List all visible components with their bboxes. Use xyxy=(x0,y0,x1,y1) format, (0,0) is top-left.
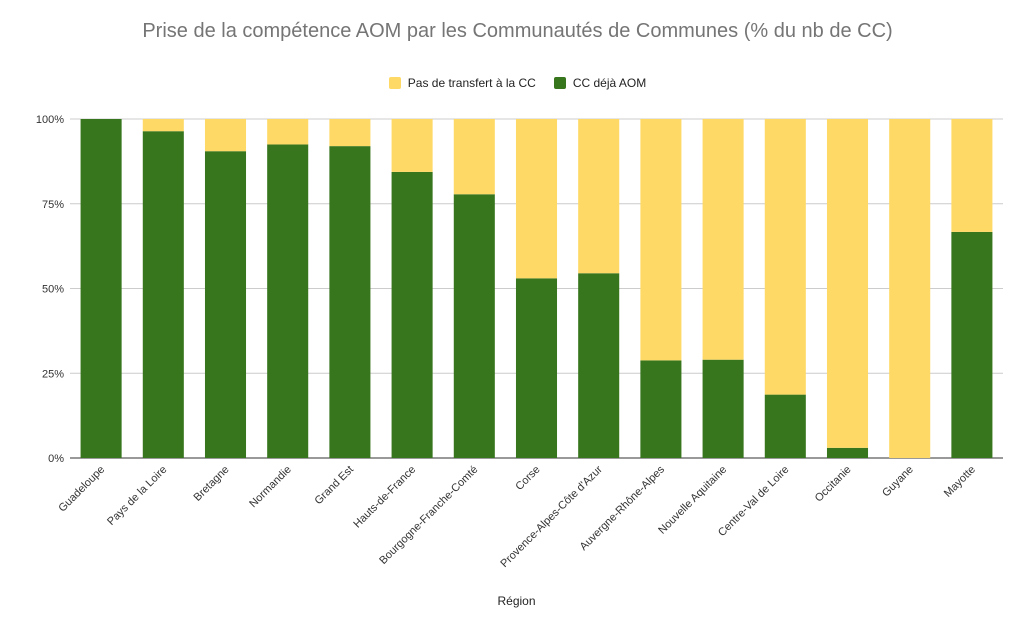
legend-item-aom: CC déjà AOM xyxy=(553,76,647,90)
y-tick-label: 50% xyxy=(42,284,64,296)
x-tick-label: Pays de la Loire xyxy=(105,464,169,528)
y-tick-label: 0% xyxy=(48,453,64,465)
x-tick-label: Normandie xyxy=(247,464,294,511)
bar-cc-aom xyxy=(204,151,247,458)
legend-swatch-no-transfer xyxy=(388,77,401,89)
x-tick-label: Provence-Alpes-Côte d'Azur xyxy=(498,463,605,570)
bar-no-transfer xyxy=(142,119,184,132)
bar-no-transfer xyxy=(889,119,931,458)
y-tick-label: 100% xyxy=(36,114,64,126)
legend: Pas de transfert à la CC CC déjà AOM xyxy=(0,76,1035,90)
bar-cc-aom xyxy=(142,131,184,459)
bar-cc-aom xyxy=(764,394,806,458)
bar-no-transfer xyxy=(267,119,309,145)
bar-cc-aom xyxy=(391,171,433,458)
x-tick-label: Grand Est xyxy=(313,464,357,508)
bar-no-transfer xyxy=(578,119,620,274)
bar-no-transfer xyxy=(329,119,371,147)
legend-item-no-transfer: Pas de transfert à la CC xyxy=(388,76,536,90)
bar-no-transfer xyxy=(640,119,682,361)
x-tick-label: Bourgogne-Franche-Comté xyxy=(377,464,480,567)
bar-cc-aom xyxy=(453,194,495,458)
bar-cc-aom xyxy=(515,278,558,458)
x-tick-label: Hauts-de-France xyxy=(351,464,418,531)
bar-no-transfer xyxy=(515,119,558,279)
x-tick-label: Centre-Val de Loire xyxy=(716,464,791,539)
x-tick-label: Guadeloupe xyxy=(56,464,107,515)
y-tick-label: 75% xyxy=(42,199,64,211)
bar-no-transfer xyxy=(951,119,993,232)
chart-title: Prise de la compétence AOM par les Commu… xyxy=(142,20,893,42)
bar-no-transfer xyxy=(764,119,806,395)
x-tick-label: Guyane xyxy=(880,464,916,500)
x-tick-label: Nouvelle Aquitaine xyxy=(656,464,729,537)
bar-cc-aom xyxy=(267,144,309,459)
x-tick-label: Corse xyxy=(513,464,542,493)
bar-no-transfer xyxy=(826,119,869,448)
legend-label-aom: CC déjà AOM xyxy=(572,76,647,90)
x-tick-label: Mayotte xyxy=(942,464,978,500)
bar-no-transfer xyxy=(702,119,744,360)
bar-cc-aom xyxy=(826,447,869,458)
x-tick-label: Occitanie xyxy=(813,464,854,505)
bar-cc-aom xyxy=(578,273,620,458)
bar-cc-aom xyxy=(640,360,682,458)
bar-no-transfer xyxy=(391,119,433,172)
legend-swatch-aom xyxy=(553,77,566,89)
x-tick-label: Bretagne xyxy=(192,464,232,504)
bar-cc-aom xyxy=(80,119,122,458)
bar-cc-aom xyxy=(702,359,744,458)
y-tick-label: 25% xyxy=(42,368,64,380)
bar-no-transfer xyxy=(204,119,247,152)
legend-label-no-transfer: Pas de transfert à la CC xyxy=(407,76,536,90)
bar-cc-aom xyxy=(951,231,993,458)
bar-cc-aom xyxy=(329,146,371,458)
bar-no-transfer xyxy=(453,119,495,195)
x-axis-title: Région xyxy=(497,594,535,608)
